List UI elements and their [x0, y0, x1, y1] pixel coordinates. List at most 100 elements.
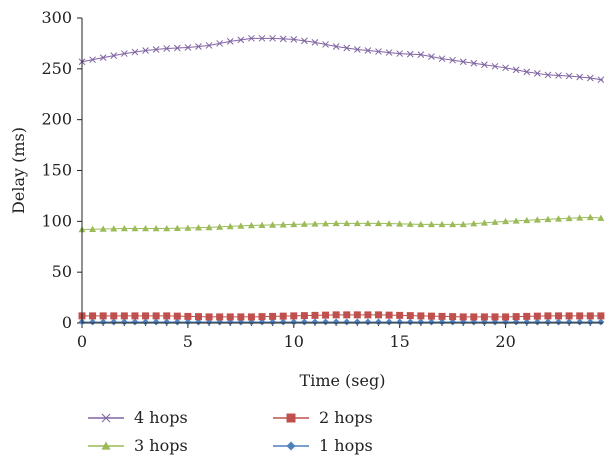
- data-point-3-hops: [89, 225, 97, 233]
- data-point-4-hops: [311, 39, 319, 46]
- x-axis-ticks: 0 5 10 15 20: [77, 323, 591, 351]
- legend-label: 3 hops: [134, 436, 188, 455]
- data-point-2-hops: [565, 312, 573, 320]
- data-point-1-hops: [512, 318, 520, 326]
- data-point-2-hops: [343, 311, 351, 319]
- y-tick-label: 200: [41, 110, 72, 129]
- data-point-4-hops: [449, 56, 456, 64]
- data-point-1-hops: [99, 318, 107, 326]
- data-point-3-hops: [417, 220, 425, 228]
- data-point-2-hops: [131, 312, 139, 320]
- data-point-3-hops: [258, 221, 266, 228]
- data-point-2-hops: [502, 313, 510, 321]
- y-axis-ticks: 0 50 100 150 200 250 300: [41, 8, 82, 332]
- data-point-2-hops: [470, 313, 478, 321]
- data-point-3-hops: [512, 217, 520, 224]
- data-point-3-hops: [533, 216, 541, 223]
- data-point-4-hops: [555, 72, 562, 79]
- data-point-4-hops: [533, 70, 541, 77]
- data-point-3-hops: [120, 224, 128, 232]
- data-point-4-hops: [385, 49, 393, 56]
- y-tick-label: 100: [41, 211, 72, 230]
- data-point-2-hops: [269, 312, 277, 320]
- data-point-4-hops: [173, 44, 181, 52]
- data-point-3-hops: [300, 220, 308, 227]
- data-point-2-hops: [544, 312, 552, 320]
- data-point-2-hops: [290, 312, 298, 320]
- data-point-3-hops: [131, 224, 139, 232]
- data-point-1-hops: [364, 318, 372, 326]
- data-point-1-hops: [343, 318, 351, 326]
- data-point-4-hops: [279, 35, 287, 43]
- data-point-1-hops: [385, 318, 393, 326]
- data-point-2-hops: [258, 313, 266, 321]
- data-point-1-hops: [427, 318, 435, 326]
- y-tick-label: 0: [62, 313, 72, 332]
- series-layer: [78, 34, 605, 326]
- x-tick-label: 5: [183, 332, 193, 351]
- data-point-4-hops: [438, 55, 446, 63]
- data-point-3-hops: [322, 220, 330, 227]
- data-point-3-hops: [396, 220, 404, 227]
- data-point-3-hops: [237, 222, 245, 229]
- x-axis-label: Time (seg): [300, 371, 386, 390]
- data-point-3-hops: [152, 224, 160, 232]
- data-point-4-hops: [576, 73, 584, 81]
- data-point-2-hops: [438, 312, 446, 320]
- data-point-1-hops: [544, 318, 552, 326]
- data-point-1-hops: [353, 318, 361, 326]
- series-2-hops: [78, 311, 605, 321]
- data-point-2-hops: [576, 312, 584, 320]
- data-point-4-hops: [586, 74, 594, 82]
- legend-label: 2 hops: [319, 408, 373, 427]
- data-point-3-hops: [194, 224, 202, 231]
- data-point-3-hops: [385, 220, 393, 227]
- data-point-4-hops: [459, 58, 467, 66]
- y-axis-label: Delay (ms): [9, 127, 28, 214]
- data-point-2-hops: [226, 313, 234, 321]
- data-point-4-hops: [248, 34, 255, 42]
- series-3-hops: [78, 213, 605, 233]
- data-point-1-hops: [110, 318, 118, 326]
- legend-marker: [101, 441, 111, 450]
- legend-item-1-hops: 1 hops: [273, 436, 373, 455]
- data-point-2-hops: [406, 312, 414, 320]
- data-point-2-hops: [375, 311, 383, 319]
- data-point-1-hops: [417, 318, 425, 326]
- data-point-1-hops: [194, 318, 202, 326]
- legend: 4 hops 2 hops 3 hops 1 hops: [88, 408, 373, 455]
- legend-marker: [286, 441, 296, 451]
- data-point-4-hops: [89, 56, 96, 64]
- data-point-1-hops: [332, 318, 340, 326]
- data-point-4-hops: [269, 34, 276, 42]
- data-point-1-hops: [163, 318, 171, 326]
- data-point-3-hops: [110, 225, 118, 232]
- data-point-1-hops: [311, 318, 319, 326]
- data-point-2-hops: [237, 313, 245, 321]
- series-4-hops: [78, 34, 605, 84]
- legend-item-3-hops: 3 hops: [88, 436, 188, 455]
- data-point-2-hops: [152, 312, 160, 320]
- data-point-4-hops: [226, 38, 234, 45]
- data-point-4-hops: [290, 35, 298, 43]
- data-point-3-hops: [343, 219, 351, 227]
- data-point-3-hops: [184, 224, 192, 231]
- data-point-4-hops: [131, 48, 139, 56]
- data-point-4-hops: [502, 64, 509, 72]
- data-point-1-hops: [555, 318, 563, 326]
- data-point-2-hops: [597, 312, 605, 320]
- x-tick-label: 10: [284, 332, 304, 351]
- data-point-2-hops: [480, 313, 488, 321]
- data-point-1-hops: [449, 318, 457, 326]
- data-point-3-hops: [99, 225, 107, 232]
- data-point-2-hops: [163, 312, 171, 320]
- data-point-4-hops: [396, 50, 404, 57]
- data-point-1-hops: [438, 318, 446, 326]
- legend-item-2-hops: 2 hops: [273, 408, 373, 427]
- data-point-3-hops: [438, 220, 446, 228]
- data-point-4-hops: [152, 46, 160, 53]
- data-point-3-hops: [470, 220, 478, 227]
- x-tick-label: 15: [390, 332, 410, 351]
- x-tick-label: 0: [77, 332, 87, 351]
- data-point-2-hops: [512, 313, 520, 321]
